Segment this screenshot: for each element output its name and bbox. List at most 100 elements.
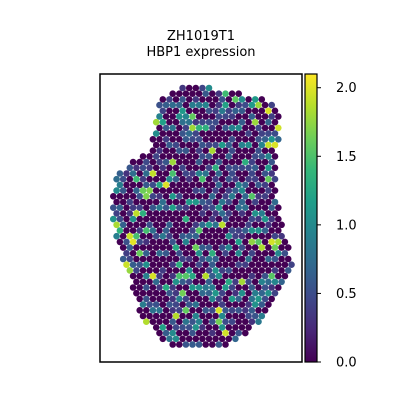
spot <box>185 84 193 92</box>
spot <box>245 130 252 137</box>
spot <box>265 221 272 229</box>
spot <box>176 147 183 154</box>
spot <box>199 175 206 183</box>
spot <box>209 181 216 189</box>
spot <box>255 193 262 200</box>
spot <box>143 284 150 291</box>
spot <box>182 204 190 211</box>
spot <box>215 215 223 223</box>
spot <box>166 198 173 206</box>
spot <box>172 312 180 320</box>
spot <box>268 250 276 257</box>
spot <box>222 215 229 223</box>
spot <box>202 341 209 348</box>
spot <box>271 198 279 206</box>
spot <box>271 141 279 149</box>
spot <box>116 193 124 200</box>
spot <box>195 193 203 200</box>
spot <box>248 181 256 189</box>
spot <box>169 113 176 120</box>
spot <box>129 181 137 189</box>
spot <box>189 261 196 269</box>
spot <box>212 267 219 274</box>
spot <box>218 267 226 274</box>
spot <box>258 130 266 137</box>
spot <box>139 198 147 206</box>
spot <box>205 164 213 172</box>
spot <box>278 267 285 274</box>
spot <box>218 175 226 183</box>
spot <box>212 141 219 149</box>
spot <box>199 141 206 149</box>
spot <box>275 113 282 120</box>
spot <box>113 210 120 217</box>
spot <box>129 238 137 246</box>
spot <box>162 250 170 257</box>
spot <box>182 238 190 246</box>
spot <box>119 232 127 240</box>
spot <box>166 324 173 331</box>
spot <box>152 141 160 149</box>
spot <box>215 261 223 269</box>
spot <box>169 193 176 200</box>
spot <box>152 244 160 251</box>
spot <box>248 284 256 291</box>
spot <box>176 318 183 326</box>
spot <box>248 215 256 223</box>
spot <box>169 272 176 280</box>
spot <box>268 215 276 223</box>
spot <box>255 272 262 280</box>
spot <box>245 289 252 297</box>
spot <box>222 147 229 154</box>
spot <box>136 261 143 269</box>
spot <box>159 175 167 183</box>
spot <box>199 187 206 194</box>
spot <box>278 244 285 251</box>
spot <box>242 215 249 223</box>
spot <box>192 187 200 194</box>
spot <box>238 312 246 320</box>
spot <box>271 267 279 274</box>
spot <box>172 301 180 308</box>
spot <box>271 175 279 183</box>
spot <box>116 215 124 223</box>
spot <box>232 301 239 308</box>
spot <box>258 301 266 308</box>
spot <box>281 250 289 257</box>
spot <box>271 118 279 126</box>
spot <box>189 147 196 154</box>
spot <box>172 210 180 217</box>
spot <box>195 170 203 177</box>
spot <box>185 255 193 263</box>
spot <box>235 158 242 166</box>
spot <box>215 158 223 166</box>
spot <box>245 198 252 206</box>
spot <box>222 238 229 246</box>
spot <box>195 307 203 314</box>
spot <box>222 124 229 132</box>
spot <box>172 232 180 240</box>
spot <box>195 124 203 132</box>
spot <box>255 113 262 120</box>
spot <box>162 329 170 337</box>
spot <box>268 272 276 280</box>
spot <box>255 238 262 246</box>
spot <box>182 272 190 280</box>
spot <box>185 289 193 297</box>
spot <box>143 272 150 280</box>
spot <box>185 221 193 229</box>
spot <box>189 227 196 234</box>
spot <box>199 130 206 137</box>
spot <box>166 175 173 183</box>
spot <box>156 147 163 154</box>
spot <box>156 318 163 326</box>
spot <box>232 289 239 297</box>
spot <box>172 244 180 251</box>
spot <box>162 295 170 303</box>
spot <box>143 261 150 269</box>
spot <box>218 164 226 172</box>
spot <box>202 329 209 337</box>
spot <box>110 193 117 200</box>
spot <box>189 272 196 280</box>
spot <box>199 232 206 240</box>
